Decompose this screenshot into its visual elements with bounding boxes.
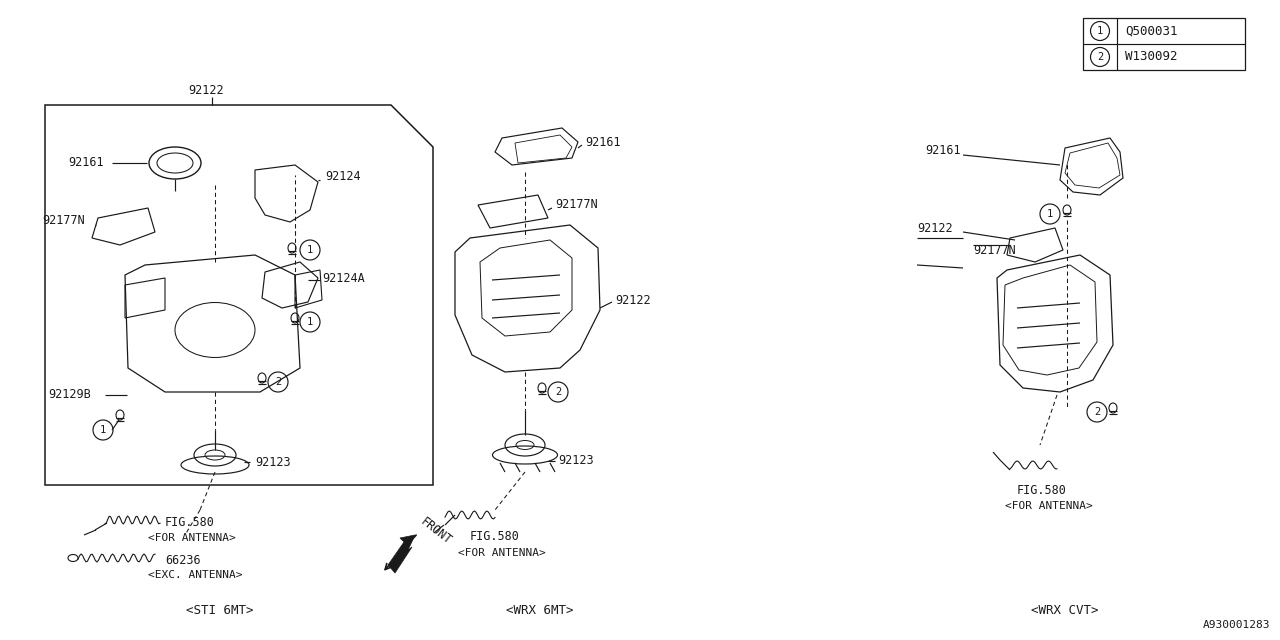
Text: <WRX CVT>: <WRX CVT>	[1032, 604, 1098, 616]
Text: <EXC. ANTENNA>: <EXC. ANTENNA>	[148, 570, 242, 580]
Text: FIG.580: FIG.580	[165, 515, 215, 529]
Text: 1: 1	[1047, 209, 1053, 219]
Text: 92161: 92161	[925, 143, 960, 157]
Text: <STI 6MT>: <STI 6MT>	[187, 604, 253, 616]
Text: 92123: 92123	[558, 454, 594, 467]
Text: 92161: 92161	[68, 157, 104, 170]
Text: Q500031: Q500031	[1125, 24, 1178, 38]
Text: 2: 2	[275, 377, 282, 387]
Text: 1: 1	[1097, 26, 1103, 36]
Text: <FOR ANTENNA>: <FOR ANTENNA>	[1005, 501, 1093, 511]
Text: 2: 2	[1094, 407, 1100, 417]
Text: 92177N: 92177N	[556, 198, 598, 211]
Text: 92177N: 92177N	[973, 243, 1016, 257]
Text: FIG.580: FIG.580	[470, 531, 520, 543]
Text: 92129B: 92129B	[49, 388, 91, 401]
Text: FIG.580: FIG.580	[1018, 483, 1066, 497]
Text: 2: 2	[1097, 52, 1103, 62]
Text: <FOR ANTENNA>: <FOR ANTENNA>	[458, 548, 545, 558]
Text: <FOR ANTENNA>: <FOR ANTENNA>	[148, 533, 236, 543]
Bar	[1083, 18, 1245, 70]
Text: 1: 1	[307, 317, 314, 327]
Text: 92122: 92122	[916, 221, 952, 234]
Text: 92124: 92124	[325, 170, 361, 184]
Text: W130092: W130092	[1125, 51, 1178, 63]
Text: 92122: 92122	[614, 294, 650, 307]
Text: FRONT: FRONT	[419, 515, 454, 547]
Text: 92161: 92161	[585, 136, 621, 148]
Text: 92123: 92123	[255, 456, 291, 468]
Text: A930001283: A930001283	[1202, 620, 1270, 630]
Text: 1: 1	[307, 245, 314, 255]
Text: 66236: 66236	[165, 554, 201, 566]
Text: 92122: 92122	[188, 83, 224, 97]
Text: 92177N: 92177N	[42, 214, 84, 227]
Text: 92124A: 92124A	[323, 271, 365, 285]
Text: 1: 1	[100, 425, 106, 435]
Text: 2: 2	[554, 387, 561, 397]
Polygon shape	[388, 535, 415, 573]
Text: <WRX 6MT>: <WRX 6MT>	[507, 604, 573, 616]
